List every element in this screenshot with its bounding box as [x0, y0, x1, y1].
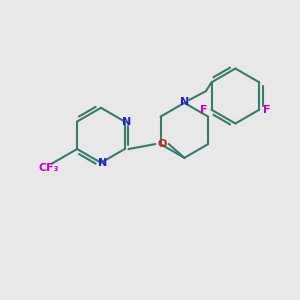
Text: F: F	[263, 105, 271, 115]
Text: N: N	[180, 97, 189, 107]
Text: CF₃: CF₃	[38, 163, 59, 173]
Text: N: N	[122, 116, 131, 127]
Text: F: F	[200, 105, 208, 115]
Text: N: N	[98, 158, 107, 168]
Text: O: O	[157, 139, 167, 149]
